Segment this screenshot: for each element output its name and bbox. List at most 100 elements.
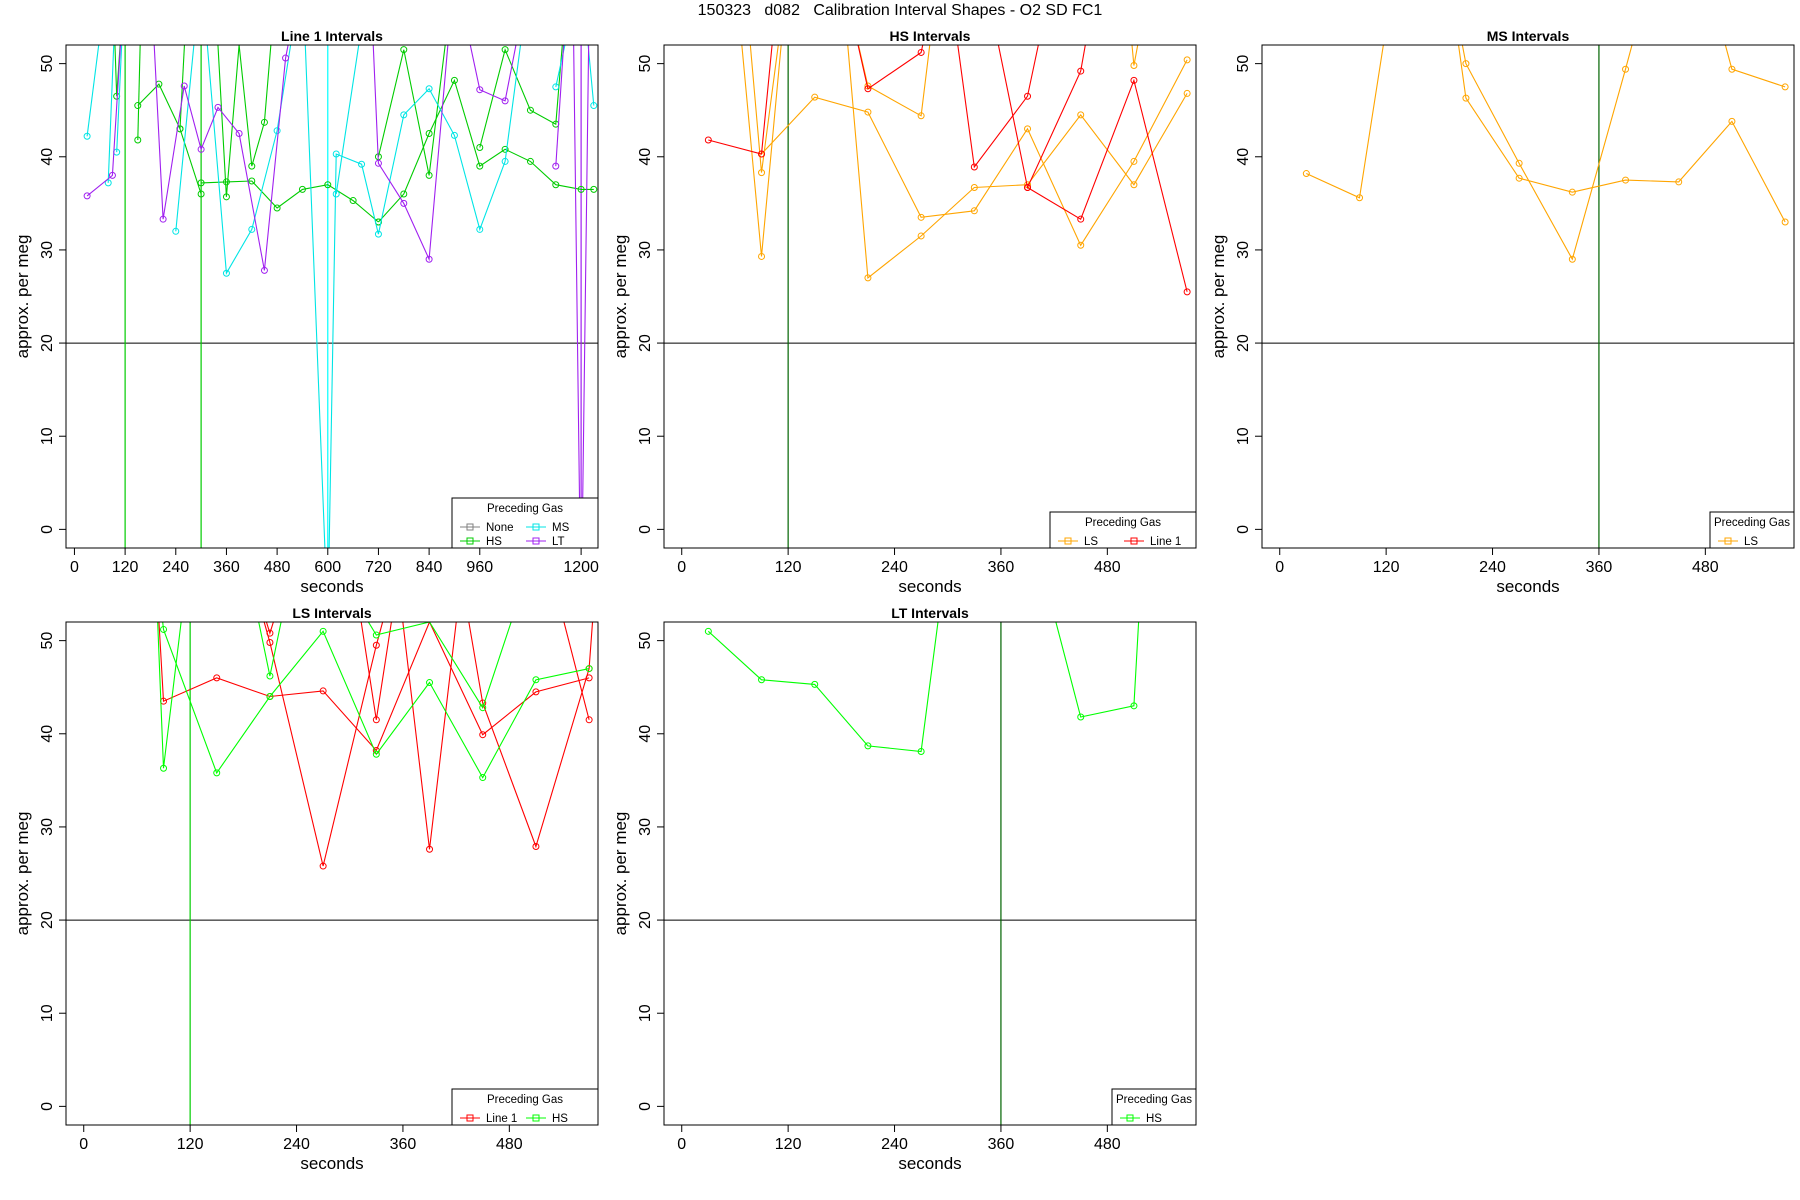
data-point xyxy=(1183,89,1191,97)
panel-5: LT Intervals 0 120 240 360 480 0 10 20 30 40 50 seco… xyxy=(611,605,1197,1173)
series-line-lt xyxy=(469,45,517,102)
legend-swatch-marker xyxy=(1724,537,1732,545)
legend-swatch-marker xyxy=(1130,537,1138,545)
y-tick-label: 50 xyxy=(39,55,56,73)
legend-box xyxy=(1111,1088,1197,1126)
plot-area xyxy=(66,45,598,548)
legend-title: Preceding Gas xyxy=(1085,517,1161,529)
series-line-ls xyxy=(1457,45,1786,223)
x-tick-label: 120 xyxy=(1373,559,1400,576)
data-point xyxy=(1183,56,1191,64)
x-axis-label: seconds xyxy=(300,577,363,596)
data-point xyxy=(1462,94,1470,102)
series-line-hs xyxy=(377,45,446,176)
y-tick-label: 10 xyxy=(39,427,56,445)
series-line-line-1 xyxy=(263,622,384,867)
legend-swatch-marker xyxy=(1126,1114,1134,1122)
legend-swatch-marker xyxy=(466,537,474,545)
data-point xyxy=(1077,67,1085,75)
x-tick-label: 600 xyxy=(314,559,341,576)
legend-box xyxy=(451,1088,599,1126)
panel-2: HS Intervals 0 120 240 360 480 0 10 20 30 40 50 seco… xyxy=(611,28,1197,596)
data-point xyxy=(758,169,766,177)
data-point xyxy=(319,687,327,695)
plot-frame xyxy=(65,44,599,549)
data-point xyxy=(758,150,766,158)
series-line-ls xyxy=(761,59,1188,247)
x-tick-label: 0 xyxy=(677,559,686,576)
x-tick-label: 480 xyxy=(1692,559,1719,576)
plot-area xyxy=(664,45,1196,548)
series-line-hs xyxy=(162,622,590,779)
legend-entry-label: LS xyxy=(1084,536,1098,548)
x-tick-label: 720 xyxy=(365,559,392,576)
series-line-lt xyxy=(555,45,565,167)
data-point xyxy=(1728,65,1736,73)
data-point xyxy=(324,181,332,189)
series-line-lt xyxy=(372,45,449,262)
legend-swatch-marker xyxy=(1064,537,1072,545)
data-point xyxy=(425,129,433,137)
data-point xyxy=(425,171,433,179)
data-point xyxy=(917,112,925,120)
data-point xyxy=(214,103,222,111)
series-line-line-1 xyxy=(158,622,590,752)
x-tick-label: 960 xyxy=(466,559,493,576)
y-tick-label: 20 xyxy=(637,911,654,929)
y-tick-label: 50 xyxy=(637,632,654,650)
data-point xyxy=(864,274,872,282)
y-tick-label: 50 xyxy=(637,55,654,73)
data-point xyxy=(266,693,274,701)
legend-title: Preceding Gas xyxy=(1116,1094,1192,1106)
y-tick-label: 40 xyxy=(1235,148,1252,166)
series-line-hs xyxy=(367,622,512,709)
figure-title: 150323 d082 Calibration Interval Shapes … xyxy=(697,2,1103,19)
x-tick-label: 1200 xyxy=(563,559,599,576)
series-line-ms xyxy=(107,45,115,183)
data-point xyxy=(372,750,380,758)
panel-3: MS Intervals 0 120 240 360 480 0 10 20 30 40 50 seco… xyxy=(1209,28,1795,596)
data-point xyxy=(1515,159,1523,167)
data-point xyxy=(1568,188,1576,196)
data-point xyxy=(526,157,534,165)
plot-area xyxy=(1262,45,1794,548)
data-point xyxy=(552,181,560,189)
legend-entry-label: MS xyxy=(552,522,570,534)
data-point xyxy=(1077,713,1085,721)
plot-frame xyxy=(663,44,1197,549)
data-point xyxy=(197,190,205,198)
y-axis-label: approx. per meg xyxy=(1209,235,1228,359)
y-tick-label: 0 xyxy=(637,525,654,534)
data-point xyxy=(400,46,408,54)
x-tick-label: 120 xyxy=(775,559,802,576)
data-point xyxy=(426,679,434,687)
y-tick-label: 40 xyxy=(39,725,56,743)
data-point xyxy=(585,716,593,724)
y-tick-label: 50 xyxy=(39,632,56,650)
data-point xyxy=(160,625,168,633)
x-tick-label: 480 xyxy=(496,1136,523,1153)
data-point xyxy=(248,225,256,233)
series-line-ls xyxy=(1306,45,1384,199)
panel-title: LT Intervals xyxy=(891,605,969,621)
data-point xyxy=(552,162,560,170)
data-point xyxy=(282,54,290,62)
data-point xyxy=(532,842,540,850)
data-point xyxy=(811,680,819,688)
data-point xyxy=(248,162,256,170)
plot-frame xyxy=(65,621,599,1126)
series-line-line-1 xyxy=(402,622,457,850)
data-point xyxy=(358,160,366,168)
data-point xyxy=(1302,170,1310,178)
legend-swatch-marker xyxy=(466,1114,474,1122)
data-point xyxy=(1356,194,1364,202)
data-point xyxy=(501,145,509,153)
y-axis-label: approx. per meg xyxy=(13,812,32,936)
x-tick-label: 240 xyxy=(881,559,908,576)
series-line-lt xyxy=(153,45,289,271)
x-tick-label: 120 xyxy=(177,1136,204,1153)
series-line-ls xyxy=(749,45,779,173)
data-point xyxy=(1183,288,1191,296)
series-line-ms xyxy=(206,45,292,275)
x-axis-label: seconds xyxy=(300,1154,363,1173)
